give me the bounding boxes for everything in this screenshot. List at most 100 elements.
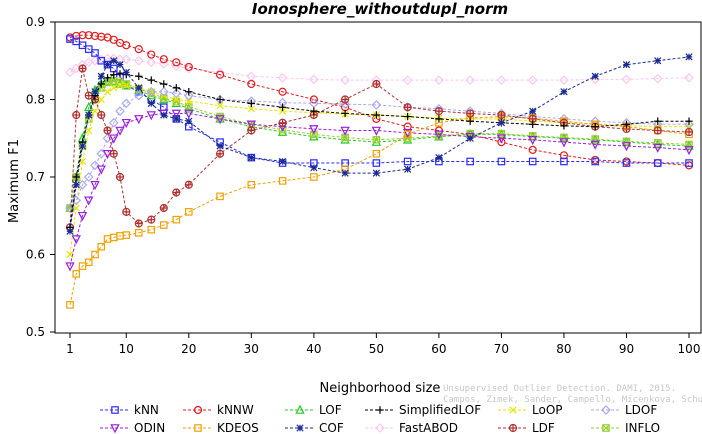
point-7-0	[66, 301, 74, 309]
point-10-6	[103, 126, 112, 135]
point-3-6	[103, 74, 112, 82]
point-3-27	[591, 122, 599, 131]
x-tick-label-10: 100	[678, 342, 701, 356]
point-9-0	[65, 67, 75, 78]
axes: 1 10 20 30 40 50 60 70 80 90 100 0.5 0.6 0.7 0.8 0.9	[26, 15, 701, 356]
point-0-3	[84, 45, 93, 53]
point-10-24	[497, 110, 506, 120]
point-10-7	[109, 149, 118, 158]
point-4-13	[172, 95, 180, 104]
legend-item-10: LDF	[498, 421, 555, 434]
point-3-30	[685, 117, 693, 125]
point-1-13	[172, 58, 181, 67]
legend-label-5: LDOF	[625, 403, 657, 417]
point-8-30	[685, 53, 693, 61]
point-10-15	[215, 149, 225, 158]
point-5-14	[183, 90, 194, 101]
chart-title: Ionosphere_withoutdupl_norm	[252, 0, 508, 18]
legend-item-1: kNNW	[183, 403, 254, 417]
x-tick-label-3: 30	[244, 342, 259, 356]
point-11-29	[653, 139, 662, 147]
point-9-21	[402, 75, 413, 85]
point-9-23	[465, 75, 476, 85]
y-tick-label-0: 0.5	[26, 325, 45, 339]
point-8-5	[97, 72, 105, 80]
point-5-6	[102, 133, 113, 144]
point-6-2	[77, 211, 88, 222]
point-7-11	[147, 225, 156, 234]
legend-item-2: LOF	[285, 403, 342, 417]
point-3-1	[72, 173, 80, 181]
point-6-11	[146, 111, 156, 121]
point-10-14	[184, 180, 193, 189]
point-8-7	[110, 57, 118, 65]
point-6-22	[434, 130, 444, 140]
point-9-22	[434, 75, 444, 85]
point-3-17	[278, 103, 287, 111]
point-0-27	[591, 157, 600, 166]
point-10-10	[134, 219, 143, 228]
point-10-20	[372, 79, 381, 89]
point-6-24	[496, 134, 507, 144]
legend-label-3: SimplifiedLOF	[399, 403, 481, 417]
point-5-18	[308, 98, 319, 109]
point-8-0	[66, 227, 74, 235]
point-7-10	[134, 229, 143, 237]
point-0-24	[497, 157, 506, 166]
point-6-10	[134, 115, 144, 125]
point-6-7	[109, 134, 119, 144]
legend-marker-5	[601, 405, 611, 415]
point-8-14	[185, 117, 193, 125]
point-8-19	[341, 169, 349, 177]
point-5-11	[146, 86, 157, 97]
series-line-1	[69, 34, 690, 166]
legend-marker-8	[296, 424, 304, 432]
point-4-3	[85, 126, 93, 135]
point-11-24	[497, 129, 506, 138]
point-0-28	[622, 159, 631, 167]
legend-item-7: KDEOS	[183, 421, 259, 434]
point-6-0	[65, 262, 75, 272]
point-6-19	[340, 126, 350, 136]
point-5-4	[90, 160, 100, 171]
x-tick-label-7: 70	[494, 342, 509, 356]
point-8-15	[216, 142, 224, 150]
point-3-15	[216, 95, 224, 104]
point-6-3	[84, 196, 94, 206]
legend-item-3: SimplifiedLOF	[365, 403, 481, 417]
point-4-0	[66, 250, 74, 259]
legend-item-9: FastABOD	[365, 421, 458, 434]
point-6-18	[309, 125, 319, 135]
point-5-9	[121, 98, 132, 109]
legend: kNN kNNW LOF SimplifiedLOF LoOP LDOF ODIN KDEOS…	[100, 403, 660, 434]
point-1-3	[84, 31, 93, 40]
point-9-26	[559, 75, 569, 85]
point-3-21	[403, 112, 412, 121]
x-tick-label-8: 80	[556, 342, 571, 356]
series-line-5	[69, 91, 689, 209]
point-10-2	[78, 64, 87, 73]
point-10-22	[434, 107, 443, 116]
point-4-7	[110, 84, 118, 92]
legend-marker-7	[194, 424, 202, 432]
point-8-20	[372, 169, 380, 177]
legend-item-6: ODIN	[100, 421, 165, 434]
point-10-8	[115, 172, 125, 182]
point-5-13	[171, 88, 182, 99]
point-0-20	[372, 159, 381, 167]
legend-label-10: LDF	[532, 421, 555, 434]
point-5-19	[340, 99, 350, 109]
point-3-22	[435, 115, 443, 123]
point-8-23	[466, 134, 474, 142]
point-10-23	[466, 109, 475, 118]
point-6-30	[684, 146, 694, 156]
point-5-7	[108, 117, 119, 128]
point-3-14	[185, 88, 193, 96]
point-3-8	[116, 70, 124, 78]
point-5-1	[71, 195, 82, 206]
point-7-21	[403, 130, 412, 139]
point-0-21	[403, 157, 412, 166]
legend-marker-10	[508, 423, 518, 433]
point-9-19	[340, 75, 350, 85]
point-3-26	[560, 122, 568, 130]
